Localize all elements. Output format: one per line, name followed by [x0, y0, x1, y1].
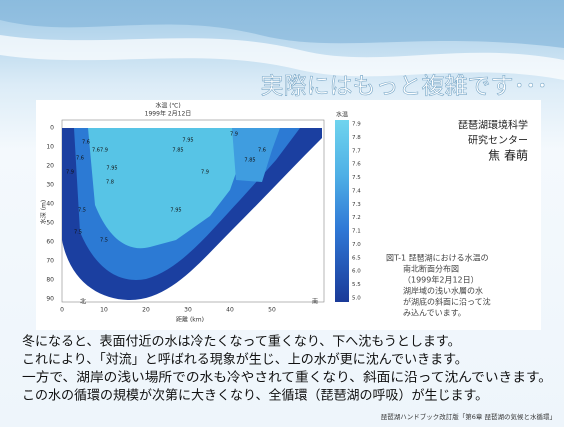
- contour-label: 7.6: [76, 156, 84, 162]
- contour-label: 7.9: [100, 148, 108, 154]
- caption-line: 湖岸域の浅い水層の水: [403, 286, 483, 296]
- x-tick-label: 30: [184, 307, 192, 314]
- colorbar-label: 7.0: [352, 242, 361, 248]
- contour-label: 7.85: [172, 148, 183, 154]
- colorbar-label: 7.1: [352, 229, 361, 235]
- contour-label: 7.8: [106, 180, 114, 186]
- y-tick-label: 20: [46, 163, 54, 170]
- wave: [0, 0, 564, 48]
- north-label: 北: [80, 298, 86, 306]
- contour-label: 7.9: [230, 132, 238, 138]
- y-tick-label: 90: [46, 296, 54, 303]
- x-tick-label: 20: [142, 307, 150, 314]
- colorbar: [335, 120, 349, 302]
- body-line: 一方で、湖岸の浅い場所での水も冷やされて重くなり、斜面に沿って沈んでいきます。: [22, 370, 552, 386]
- contour-label: 7.5: [78, 208, 86, 214]
- contour-label: 7.6: [82, 140, 90, 146]
- y-tick-label: 70: [46, 258, 54, 265]
- author-line: 研究センター: [468, 134, 528, 147]
- y-tick-label: 10: [46, 144, 54, 151]
- caption-line: （1999年2月12日）: [403, 275, 479, 285]
- colorbar-title: 水温: [336, 111, 348, 119]
- colorbar-label: 7.4: [352, 188, 361, 194]
- contour-label: 7.5: [100, 238, 108, 244]
- caption-line: 南北断面分布図: [403, 264, 459, 274]
- colorbar-label: 7.6: [352, 162, 361, 168]
- body-line: 冬になると、表面付近の水は冷たくなって重くなり、下へ沈もうとします。: [22, 334, 461, 350]
- caption-line: が湖底の斜面に沿って沈: [403, 297, 491, 307]
- contour-label: 7.5: [74, 230, 82, 236]
- contour-label: 7.95: [106, 166, 117, 172]
- y-tick-label: 60: [46, 239, 54, 246]
- body-line: この水の循環の規模が次第に大きくなり、全循環（琵琶湖の呼吸）が生じます。: [22, 388, 488, 404]
- caption-line: み込んでいます。: [403, 309, 466, 318]
- water-region: [232, 128, 280, 182]
- y-tick-label: 0: [50, 125, 54, 132]
- colorbar-label: 7.5: [352, 175, 361, 181]
- water-region: [88, 128, 254, 249]
- x-tick-label: 40: [226, 307, 234, 314]
- y-tick-label: 80: [46, 277, 54, 284]
- x-tick-label: 50: [268, 307, 276, 314]
- caption-line: 図T-1 琵琶湖における水温の: [386, 253, 489, 263]
- contour-label: 7.9: [201, 170, 209, 176]
- author-line: 焦 春萌: [488, 149, 528, 163]
- slide-title: 実際にはもっと複雑です･･･: [261, 74, 549, 100]
- contour-label: 7.9: [66, 170, 74, 176]
- south-label: 南: [312, 298, 318, 306]
- footer: 琵琶湖ハンドブック改訂版「第6章 琵琶湖の気候と水循環」: [381, 412, 556, 421]
- colorbar-label: 6.5: [352, 255, 361, 261]
- author-line: 琵琶湖環境科学: [458, 119, 528, 132]
- plot-date: 1999年 2月12日: [145, 110, 192, 118]
- contour-label: 7.6: [92, 148, 100, 154]
- x-tick-label: 10: [100, 307, 108, 314]
- colorbar-label: 5.0: [352, 296, 361, 302]
- colorbar-label: 7.9: [352, 122, 361, 128]
- y-axis-label: 水深 (m): [40, 200, 48, 224]
- contour-label: 7.95: [170, 208, 181, 214]
- colorbar-label: 7.7: [352, 148, 361, 154]
- x-axis-label: 距離 (km): [176, 316, 204, 324]
- colorbar-label: 7.3: [352, 202, 361, 208]
- body-line: これにより、「対流」と呼ばれる現象が生じ、上の水が更に沈んでいきます。: [22, 353, 468, 368]
- wave: [0, 35, 564, 80]
- colorbar-label: 5.5: [352, 282, 361, 288]
- colorbar-label: 7.2: [352, 215, 361, 221]
- y-tick-label: 40: [46, 201, 54, 208]
- colorbar-label: 7.8: [352, 135, 361, 141]
- plot-title: 水温 (℃): [155, 102, 180, 110]
- y-tick-label: 30: [46, 182, 54, 189]
- y-tick-label: 50: [46, 220, 54, 227]
- contour-label: 7.95: [182, 138, 193, 144]
- colorbar-label: 6.0: [352, 269, 361, 275]
- contour-label: 7.85: [244, 158, 255, 164]
- x-tick-label: 0: [60, 307, 64, 314]
- contour-label: 7.6: [258, 148, 266, 154]
